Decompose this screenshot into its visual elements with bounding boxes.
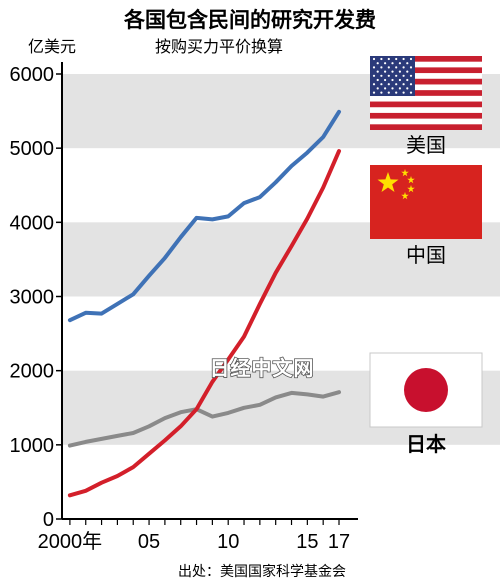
y-tick-label: 4000	[10, 212, 55, 234]
usa-flag-star	[406, 78, 409, 82]
usa-flag-star	[372, 66, 376, 69]
usa-flag-star	[391, 78, 394, 82]
usa-flag-stripe	[370, 67, 482, 74]
china-flag-small-star	[407, 185, 415, 193]
series-line-japan	[67, 390, 341, 448]
usa-flag-star	[402, 74, 405, 77]
usa-flag-star	[387, 83, 390, 86]
x-tick-label: 15	[296, 531, 318, 553]
usa-flag-star	[372, 74, 376, 77]
usa-flag	[370, 56, 482, 130]
y-tick-label: 6000	[10, 64, 55, 86]
usa-flag-star	[409, 74, 413, 77]
usa-flag-star	[395, 57, 398, 61]
usa-flag-star	[409, 66, 413, 69]
chart-title: 各国包含民间的研究开发费	[123, 8, 376, 32]
usa-flag-star	[398, 87, 401, 90]
usa-flag-stripe	[370, 90, 482, 96]
usa-flag-star	[406, 87, 409, 90]
method-label: 按购买力平价换算	[155, 37, 283, 56]
usa-flag-star	[376, 70, 379, 73]
china-flag	[370, 165, 482, 239]
usa-flag-canton	[370, 56, 415, 96]
x-axis: 2000年 05 10 15 17	[38, 518, 358, 553]
legend-label-china: 中国	[406, 243, 446, 267]
usa-flag-star	[395, 83, 398, 86]
usa-flag-star	[372, 57, 376, 61]
usa-flag-star	[391, 70, 394, 73]
usa-flag-star	[409, 91, 413, 94]
usa-flag-star	[376, 87, 379, 90]
usa-flag-star	[409, 57, 413, 61]
x-tick-label: 05	[138, 531, 160, 553]
source-note: 出处：美国国家科学基金会	[178, 563, 346, 580]
usa-flag-star	[380, 83, 383, 86]
usa-flag-star	[387, 74, 390, 77]
usa-flag-star	[380, 74, 383, 77]
legend-label-japan: 日本	[406, 432, 446, 456]
usa-flag-star	[395, 91, 398, 94]
usa-flag-star	[384, 87, 387, 90]
usa-flag-star	[391, 87, 394, 90]
usa-flag-star	[406, 70, 409, 73]
usa-flag-stars	[372, 57, 413, 94]
usa-flag-star	[398, 70, 401, 73]
usa-flag-stripe	[370, 56, 482, 62]
usa-flag-star	[384, 70, 387, 73]
usa-flag-stripes	[370, 56, 482, 130]
usa-flag-star	[387, 57, 390, 61]
x-tick-label: 17	[328, 531, 350, 553]
usa-flag-star	[380, 91, 383, 94]
japan-flag-sun	[404, 368, 448, 412]
usa-flag-star	[387, 91, 390, 94]
usa-flag-star	[372, 91, 376, 94]
china-flag-small-star	[407, 176, 415, 184]
usa-flag-star	[387, 66, 390, 69]
y-tick-label: 3000	[10, 287, 55, 309]
usa-flag-stripe	[370, 112, 482, 119]
watermark: 日经中文网	[210, 356, 315, 380]
japan-flag	[369, 352, 483, 428]
usa-flag-star	[384, 62, 387, 65]
series-line-usa	[67, 109, 341, 323]
usa-flag-stripe	[370, 78, 482, 85]
china-flag-large-star	[377, 172, 399, 192]
usa-flag-star	[398, 78, 401, 82]
china-flag-small-star	[401, 169, 409, 177]
y-tick-label: 5000	[10, 138, 55, 160]
usa-flag-star	[395, 66, 398, 69]
x-tick-label: 10	[217, 531, 239, 553]
usa-flag-star	[402, 83, 405, 86]
legend: 美国 中国 日本	[369, 56, 483, 456]
legend-label-usa: 美国	[406, 133, 446, 157]
usa-flag-star	[395, 74, 398, 77]
china-flag-small-star	[401, 192, 409, 200]
usa-flag-star	[376, 62, 379, 65]
usa-flag-star	[376, 78, 379, 82]
x-tick-label: 2000年	[38, 530, 103, 553]
usa-flag-star	[380, 57, 383, 61]
y-tick-label: 0	[43, 509, 54, 531]
usa-flag-star	[406, 62, 409, 65]
series-line-china	[67, 149, 341, 498]
y-axis: 0 1000 2000 3000 4000 5000 6000	[10, 62, 63, 531]
usa-flag-star	[398, 62, 401, 65]
usa-flag-star	[391, 62, 394, 65]
usa-flag-star	[380, 66, 383, 69]
usa-flag-star	[402, 91, 405, 94]
usa-flag-star	[409, 83, 413, 86]
usa-flag-star	[372, 83, 376, 86]
usa-flag-stripe	[370, 101, 482, 108]
usa-flag-star	[402, 66, 405, 69]
usa-flag-stripe	[370, 124, 482, 130]
y-tick-label: 2000	[10, 361, 55, 383]
usa-flag-star	[384, 78, 387, 82]
unit-label: 亿美元	[28, 37, 76, 56]
usa-flag-star	[402, 57, 405, 61]
series-lines	[67, 109, 341, 498]
y-tick-label: 1000	[10, 435, 55, 457]
